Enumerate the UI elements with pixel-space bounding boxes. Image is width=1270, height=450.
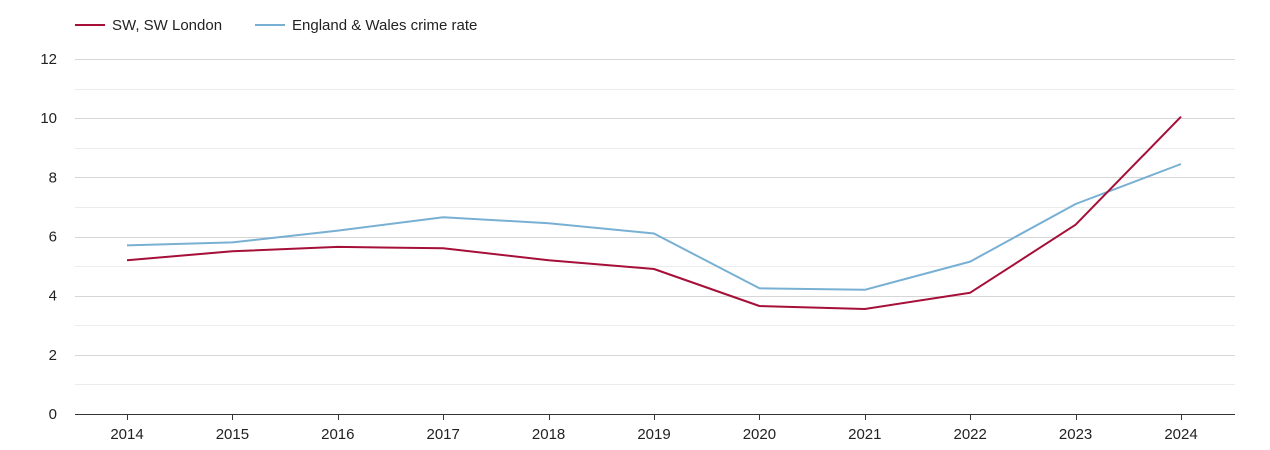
y-tick-label: 6 <box>49 229 57 246</box>
legend-item-sw-london: SW, SW London <box>75 17 222 34</box>
y-tick-label: 2 <box>49 347 57 364</box>
x-tick-label: 2017 <box>427 426 460 443</box>
y-tick-label: 0 <box>49 406 57 423</box>
series-line-sw-sw-london <box>126 116 1182 310</box>
axes: 0 2 4 6 8 10 12 2014 2015 2016 2017 2018 2019 2020 202… <box>40 51 1235 443</box>
y-tick-label: 12 <box>40 51 57 68</box>
legend-label-england-wales: England & Wales crime rate <box>292 17 477 34</box>
x-tick-label: 2023 <box>1059 426 1092 443</box>
series-lines <box>126 116 1182 310</box>
legend-label-sw-london: SW, SW London <box>112 17 222 34</box>
y-tick-label: 10 <box>40 110 57 127</box>
x-tick-label: 2024 <box>1164 426 1197 443</box>
y-tick-label: 8 <box>49 169 57 186</box>
x-tick-label: 2016 <box>321 426 354 443</box>
x-tick-label: 2014 <box>110 426 143 443</box>
x-tick-label: 2022 <box>954 426 987 443</box>
legend: SW, SW London England & Wales crime rate <box>75 17 477 34</box>
x-tick-label: 2018 <box>532 426 565 443</box>
x-tick-label: 2015 <box>216 426 249 443</box>
series-line-england-wales-crime-rate <box>126 163 1182 291</box>
y-tick-label: 4 <box>49 288 57 305</box>
x-tick-label: 2019 <box>637 426 670 443</box>
legend-item-england-wales: England & Wales crime rate <box>255 17 477 34</box>
gridlines <box>75 59 1235 385</box>
x-tick-label: 2021 <box>848 426 881 443</box>
x-tick-label: 2020 <box>743 426 776 443</box>
